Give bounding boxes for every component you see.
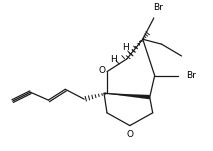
- Text: H: H: [122, 43, 129, 52]
- Text: O: O: [126, 130, 133, 139]
- Text: H: H: [110, 55, 117, 64]
- Polygon shape: [104, 93, 150, 99]
- Text: Br: Br: [187, 71, 196, 80]
- Text: O: O: [98, 66, 105, 75]
- Text: Br: Br: [153, 3, 163, 12]
